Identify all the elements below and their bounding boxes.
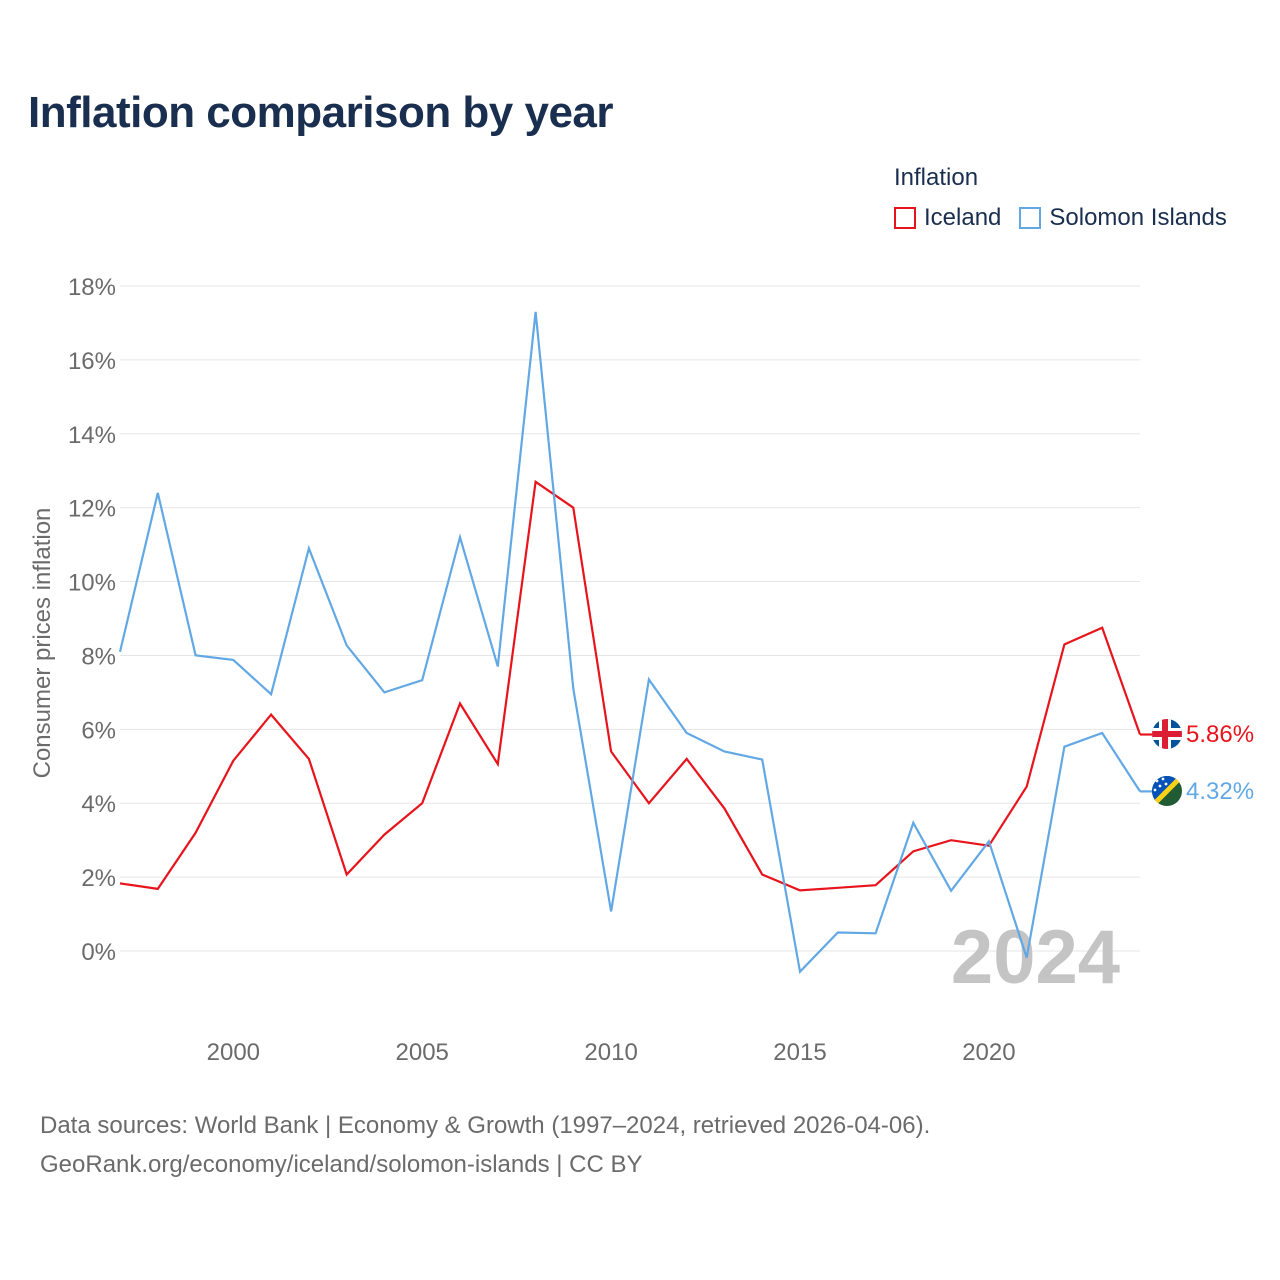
data-point-iceland[interactable] — [571, 505, 576, 510]
y-tick-label: 12% — [68, 496, 116, 523]
series-line-solomon-islands[interactable] — [118, 311, 1141, 975]
data-point-iceland[interactable] — [118, 881, 123, 886]
y-tick-label: 4% — [81, 791, 116, 818]
y-tick-label: 8% — [81, 643, 116, 670]
data-point-solomon-islands[interactable] — [118, 649, 123, 654]
data-point-solomon-islands[interactable] — [231, 657, 236, 662]
data-point-solomon-islands[interactable] — [420, 678, 425, 683]
data-point-solomon-islands[interactable] — [458, 535, 463, 540]
legend-label-iceland: Iceland — [924, 204, 1002, 231]
data-point-solomon-islands[interactable] — [986, 839, 991, 844]
data-point-iceland[interactable] — [646, 801, 651, 806]
year-watermark: 2024 — [951, 915, 1120, 1000]
data-point-solomon-islands[interactable] — [760, 757, 765, 762]
data-point-solomon-islands[interactable] — [495, 664, 500, 669]
source-footer: Data sources: World Bank | Economy & Gro… — [40, 1106, 930, 1184]
data-point-solomon-islands[interactable] — [949, 888, 954, 893]
iceland-flag-icon — [1152, 719, 1182, 749]
data-point-solomon-islands[interactable] — [835, 930, 840, 935]
data-point-iceland[interactable] — [533, 479, 538, 484]
data-point-iceland[interactable] — [949, 838, 954, 843]
data-point-solomon-islands[interactable] — [1062, 744, 1067, 749]
end-value-label-iceland: 5.86% — [1186, 721, 1254, 748]
y-tick-label: 16% — [68, 348, 116, 375]
y-tick-label: 6% — [81, 717, 116, 744]
data-point-solomon-islands[interactable] — [684, 731, 689, 736]
y-axis-label: Consumer prices inflation — [29, 508, 56, 779]
y-tick-label: 18% — [68, 274, 116, 301]
data-point-iceland[interactable] — [873, 883, 878, 888]
data-point-iceland[interactable] — [420, 801, 425, 806]
legend-item-iceland[interactable]: Iceland — [894, 204, 1001, 232]
legend-swatch-iceland — [894, 207, 916, 229]
legend-swatch-solomon-islands — [1019, 207, 1042, 229]
data-point-iceland[interactable] — [760, 872, 765, 877]
data-point-solomon-islands[interactable] — [609, 909, 614, 914]
y-tick-label: 2% — [81, 865, 116, 892]
x-tick-label: 2015 — [773, 1039, 826, 1066]
data-point-solomon-islands[interactable] — [911, 820, 916, 825]
data-point-iceland[interactable] — [155, 886, 160, 891]
data-point-iceland[interactable] — [495, 762, 500, 767]
data-point-iceland[interactable] — [382, 832, 387, 837]
data-point-solomon-islands[interactable] — [269, 692, 274, 697]
legend-title: Inflation — [894, 164, 979, 191]
data-point-iceland[interactable] — [798, 888, 803, 893]
solomon-islands-flag-icon — [1152, 776, 1182, 806]
data-point-iceland[interactable] — [231, 758, 236, 763]
data-point-solomon-islands[interactable] — [798, 969, 803, 974]
y-tick-label: 14% — [68, 422, 116, 449]
data-point-solomon-islands[interactable] — [344, 643, 349, 648]
data-point-iceland[interactable] — [1100, 625, 1105, 630]
data-point-solomon-islands[interactable] — [873, 931, 878, 936]
x-tick-label: 2005 — [396, 1039, 449, 1066]
source-line: Data sources: World Bank | Economy & Gro… — [40, 1112, 931, 1139]
x-tick-label: 2010 — [584, 1039, 637, 1066]
data-point-solomon-islands[interactable] — [646, 677, 651, 682]
data-point-iceland[interactable] — [306, 756, 311, 761]
source-url-line[interactable]: GeoRank.org/economy/iceland/solomon-isla… — [40, 1151, 643, 1178]
data-point-iceland[interactable] — [458, 701, 463, 706]
data-point-solomon-islands[interactable] — [533, 309, 538, 314]
end-value-label-solomon-islands: 4.32% — [1186, 778, 1254, 805]
data-point-solomon-islands[interactable] — [306, 546, 311, 551]
data-point-iceland[interactable] — [344, 872, 349, 877]
legend-label-solomon-islands: Solomon Islands — [1049, 204, 1227, 231]
data-point-solomon-islands[interactable] — [1100, 731, 1105, 736]
data-point-solomon-islands[interactable] — [571, 686, 576, 691]
series-line-iceland[interactable] — [119, 479, 1142, 892]
legend-item-solomon-islands[interactable]: Solomon Islands — [1019, 204, 1227, 232]
data-point-iceland[interactable] — [911, 849, 916, 854]
legend: Iceland Solomon Islands — [894, 204, 1227, 232]
y-tick-label: 10% — [68, 570, 116, 597]
data-point-solomon-islands[interactable] — [155, 490, 160, 495]
data-point-iceland[interactable] — [722, 806, 727, 811]
data-point-iceland[interactable] — [269, 712, 274, 717]
x-tick-label: 2000 — [207, 1039, 260, 1066]
chart-title: Inflation comparison by year — [28, 88, 614, 137]
data-point-iceland[interactable] — [1062, 642, 1067, 647]
data-point-solomon-islands[interactable] — [722, 749, 727, 754]
x-tick-label: 2020 — [962, 1039, 1015, 1066]
data-point-iceland[interactable] — [609, 749, 614, 754]
data-point-solomon-islands[interactable] — [1024, 955, 1029, 960]
data-point-solomon-islands[interactable] — [382, 690, 387, 695]
data-point-iceland[interactable] — [193, 830, 198, 835]
data-point-iceland[interactable] — [684, 756, 689, 761]
y-tick-label: 0% — [81, 939, 116, 966]
data-point-iceland[interactable] — [835, 885, 840, 890]
data-point-iceland[interactable] — [1024, 784, 1029, 789]
data-point-solomon-islands[interactable] — [193, 653, 198, 658]
